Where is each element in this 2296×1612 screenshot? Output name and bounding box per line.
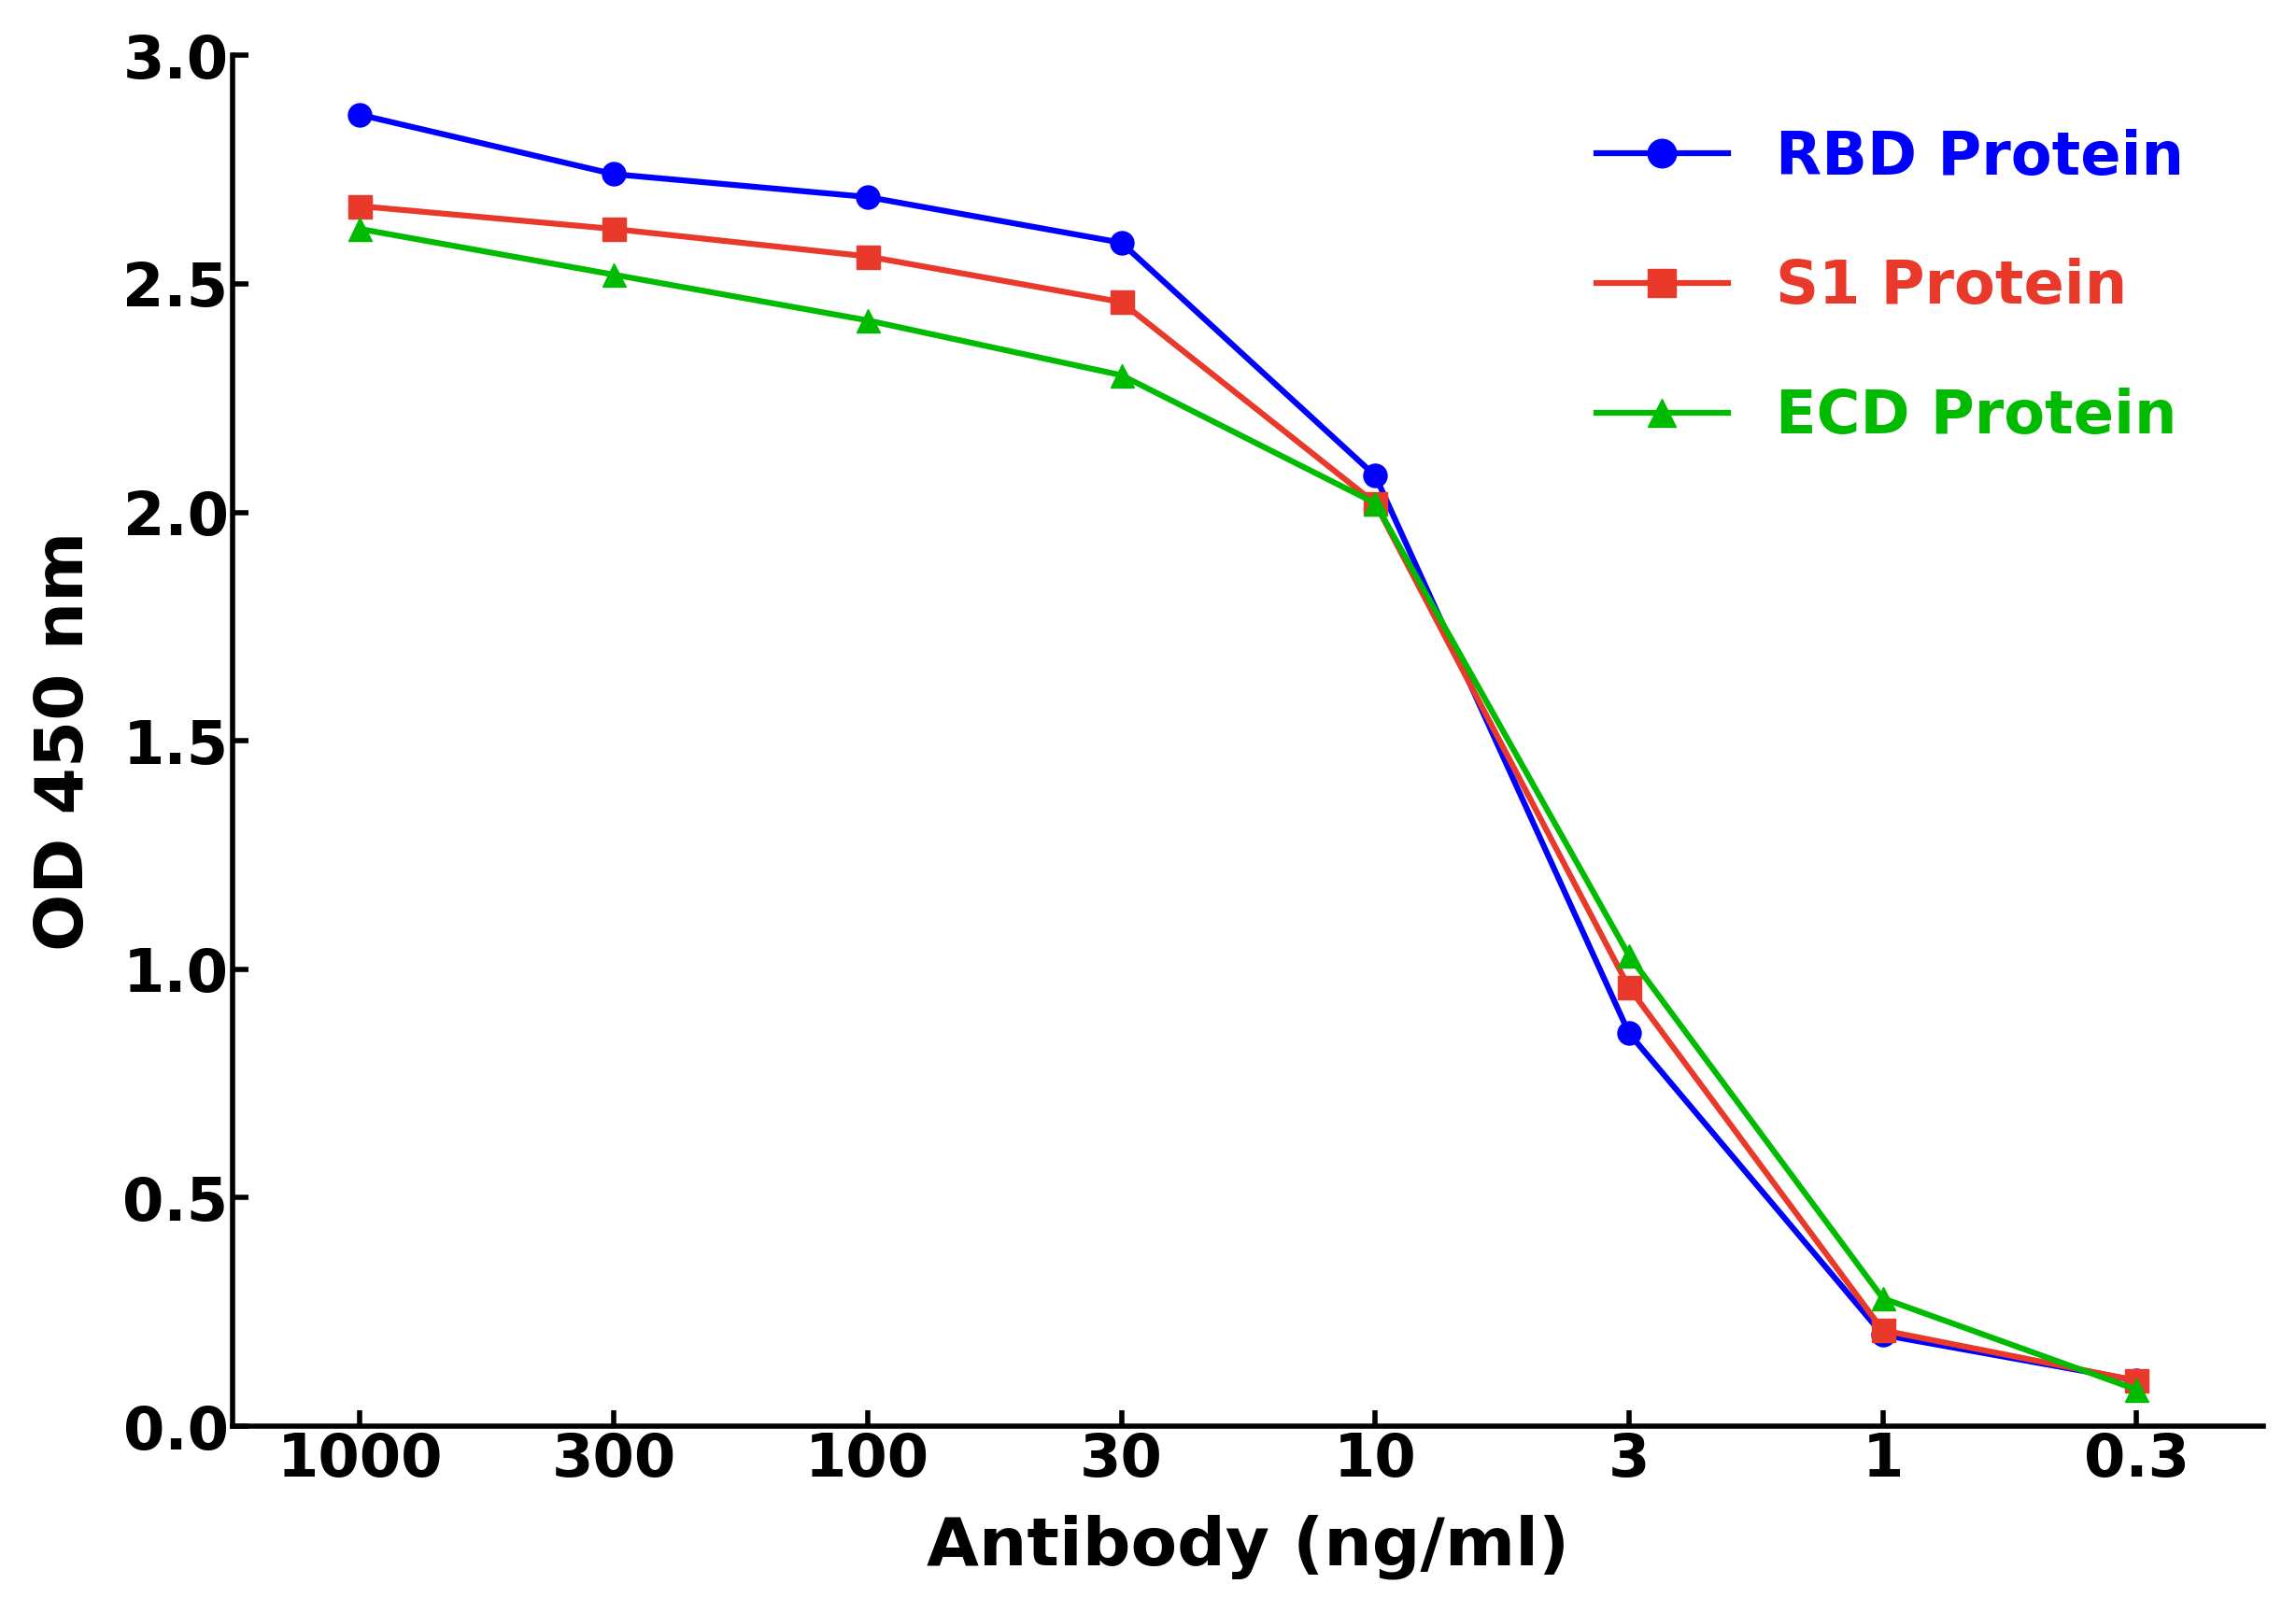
ECD Protein (854, 311, 882, 330)
RBD Protein (1869, 1325, 1896, 1344)
X-axis label: Antibody (ng/ml): Antibody (ng/ml) (928, 1515, 1570, 1580)
ECD Protein (2124, 1380, 2151, 1399)
S1 Protein (2124, 1370, 2151, 1390)
RBD Protein (854, 187, 882, 206)
ECD Protein (347, 219, 374, 239)
RBD Protein (1362, 466, 1389, 485)
Legend: RBD Protein, S1 Protein, ECD Protein: RBD Protein, S1 Protein, ECD Protein (1566, 98, 2213, 476)
Y-axis label: OD 450 nm: OD 450 nm (32, 530, 96, 951)
ECD Protein (1616, 946, 1644, 966)
RBD Protein (1616, 1024, 1644, 1043)
RBD Protein (2124, 1370, 2151, 1390)
RBD Protein (599, 164, 627, 184)
S1 Protein (1107, 292, 1134, 311)
RBD Protein (1107, 234, 1134, 253)
ECD Protein (1362, 493, 1389, 513)
S1 Protein (599, 219, 627, 239)
ECD Protein (1107, 366, 1134, 385)
S1 Protein (854, 247, 882, 266)
Line: RBD Protein: RBD Protein (349, 103, 2149, 1393)
S1 Protein (347, 197, 374, 216)
S1 Protein (1616, 978, 1644, 998)
RBD Protein (347, 105, 374, 124)
Line: S1 Protein: S1 Protein (349, 195, 2149, 1393)
S1 Protein (1869, 1320, 1896, 1340)
S1 Protein (1362, 493, 1389, 513)
Line: ECD Protein: ECD Protein (349, 218, 2149, 1401)
ECD Protein (1869, 1288, 1896, 1307)
ECD Protein (599, 264, 627, 284)
